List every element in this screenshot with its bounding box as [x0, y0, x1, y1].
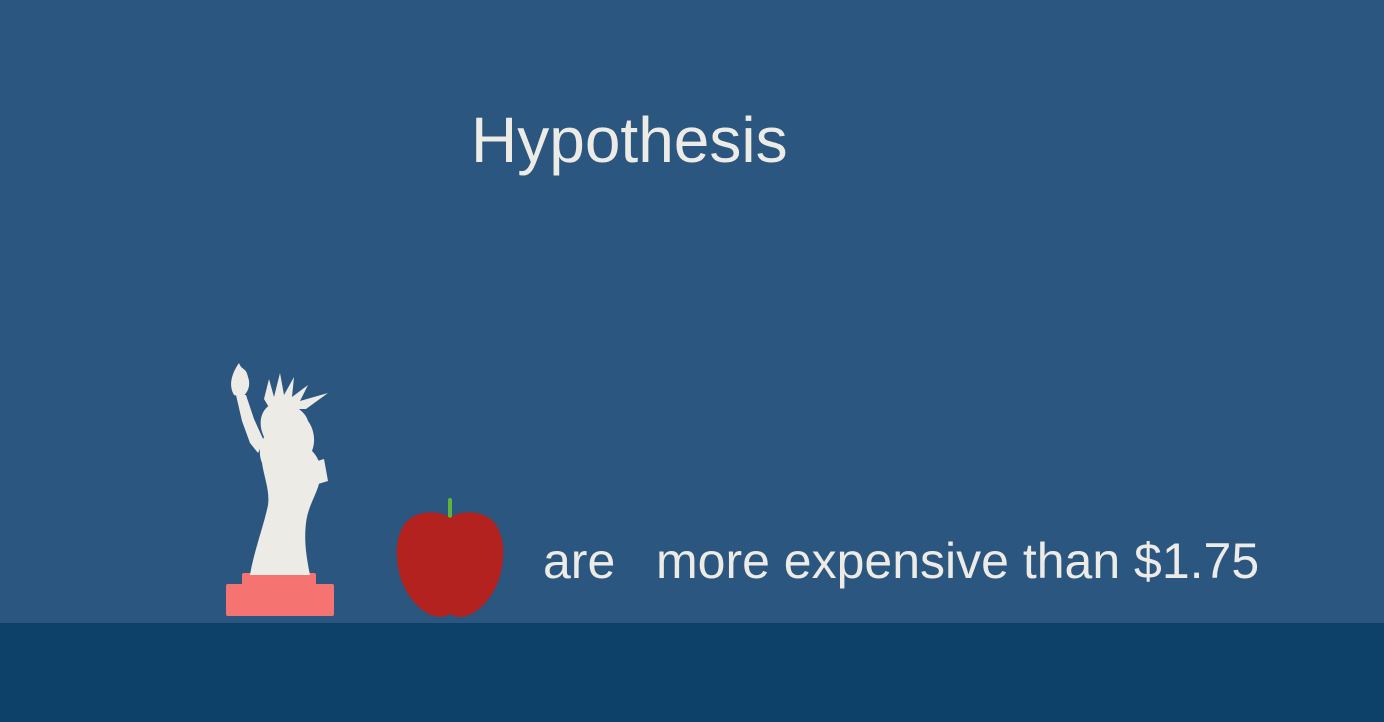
- raised-arm: [236, 395, 264, 453]
- statue-of-liberty-icon: [226, 363, 334, 616]
- crown-rays: [264, 373, 328, 409]
- torch-flame: [231, 363, 250, 397]
- statue-tablet: [304, 459, 328, 487]
- slide-title: Hypothesis: [471, 104, 788, 176]
- apple-icon: [396, 498, 504, 617]
- apple-body: [396, 512, 504, 617]
- caption-text: more expensive than $1.75: [656, 533, 1260, 589]
- statue-body: [250, 402, 321, 575]
- floor-band: [0, 623, 1384, 722]
- caption-subject-word: are: [543, 533, 616, 589]
- pedestal-base: [226, 584, 334, 616]
